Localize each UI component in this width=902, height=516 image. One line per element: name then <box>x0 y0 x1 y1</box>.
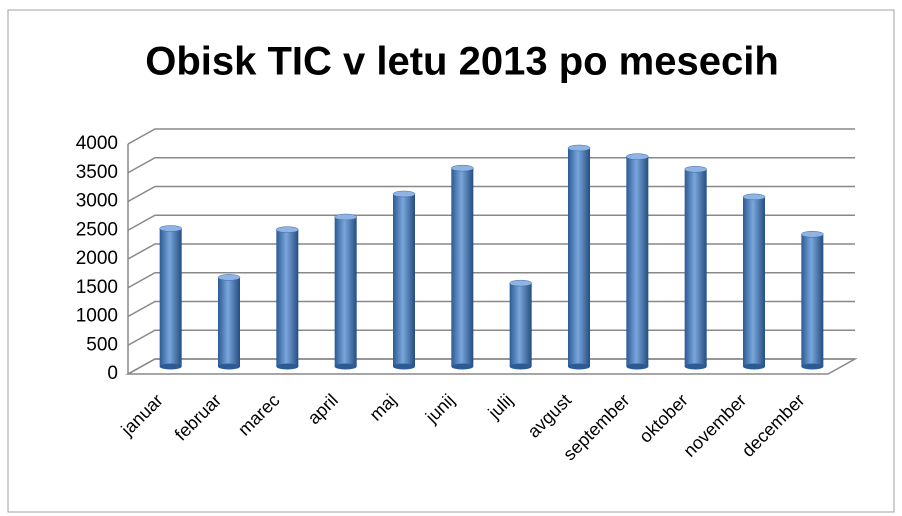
y-tick-label: 2500 <box>76 219 118 240</box>
bar-top <box>742 193 766 201</box>
y-tick-label: 500 <box>86 334 118 355</box>
bar-body <box>159 228 182 367</box>
grid-line <box>127 214 855 231</box>
bar-top <box>451 164 474 172</box>
grid-line <box>127 272 855 289</box>
grid-line <box>127 243 855 260</box>
bar-body <box>276 229 299 367</box>
chart-title: Obisk TIC v letu 2013 po mesecih <box>145 40 779 84</box>
x-tick-label: junij <box>421 390 458 427</box>
bar <box>276 226 299 370</box>
bar-body <box>509 283 532 367</box>
bar <box>159 225 182 370</box>
bar-body <box>743 196 765 367</box>
x-tick-label: avgust <box>524 390 576 442</box>
bar-top <box>567 144 591 152</box>
bar <box>392 190 416 370</box>
x-tick-label: marec <box>234 390 284 440</box>
bar-top <box>276 226 299 233</box>
bar-top <box>684 166 707 173</box>
bar <box>509 279 532 370</box>
x-tick-label: februar <box>171 390 225 444</box>
x-tick-label: januar <box>117 390 167 440</box>
x-tick-label: maj <box>366 390 401 425</box>
grid-line <box>127 358 855 375</box>
grid-line <box>127 128 855 145</box>
bar-body <box>801 234 824 367</box>
y-tick-label: 0 <box>107 363 118 384</box>
bar <box>334 213 357 370</box>
bar-base <box>334 363 357 370</box>
y-tick-label: 2000 <box>76 248 118 269</box>
bar-base <box>451 363 474 370</box>
bar-base <box>743 363 765 370</box>
bar-body <box>568 148 590 367</box>
bar-base <box>218 363 240 370</box>
grid-line <box>127 300 855 318</box>
y-tick-label: 1000 <box>76 306 118 327</box>
bar-top <box>509 279 532 287</box>
x-tick-label: december <box>738 390 809 461</box>
bar <box>801 231 824 370</box>
bar <box>684 166 707 370</box>
bar-base <box>626 363 649 370</box>
grid-line <box>127 329 855 346</box>
bar <box>451 164 474 370</box>
y-tick-label: 4000 <box>76 133 118 154</box>
bar-base <box>276 363 299 370</box>
x-tick-label: julij <box>484 390 517 423</box>
bar-base <box>684 363 707 370</box>
x-tick-label: oktober <box>635 390 692 447</box>
bar-base <box>393 363 415 370</box>
bar-body <box>393 194 415 367</box>
bar-body <box>684 169 707 367</box>
bar <box>217 274 241 370</box>
bar-top <box>334 213 357 221</box>
bar-top <box>217 274 241 281</box>
y-tick-label: 1500 <box>76 277 118 298</box>
bar-top <box>159 225 182 232</box>
grid-line <box>127 185 855 203</box>
bar-body <box>334 217 357 367</box>
bar-base <box>801 363 824 370</box>
bar-base <box>568 363 590 370</box>
y-tick-label: 3500 <box>76 162 118 183</box>
bar <box>626 153 649 370</box>
bar-body <box>218 277 240 367</box>
grid-line <box>127 157 855 174</box>
bar-top <box>801 231 824 238</box>
bar-body <box>451 168 474 367</box>
bar <box>742 193 766 370</box>
y-tick-label: 3000 <box>76 191 118 212</box>
bar-base <box>159 363 182 370</box>
x-tick-label: november <box>679 390 750 461</box>
bar-base <box>509 363 532 370</box>
bar-body <box>626 156 649 367</box>
bar-top <box>392 190 416 198</box>
bar-top <box>626 153 649 160</box>
chart-border <box>7 9 895 513</box>
x-tick-label: april <box>304 390 342 428</box>
bar <box>567 144 591 370</box>
